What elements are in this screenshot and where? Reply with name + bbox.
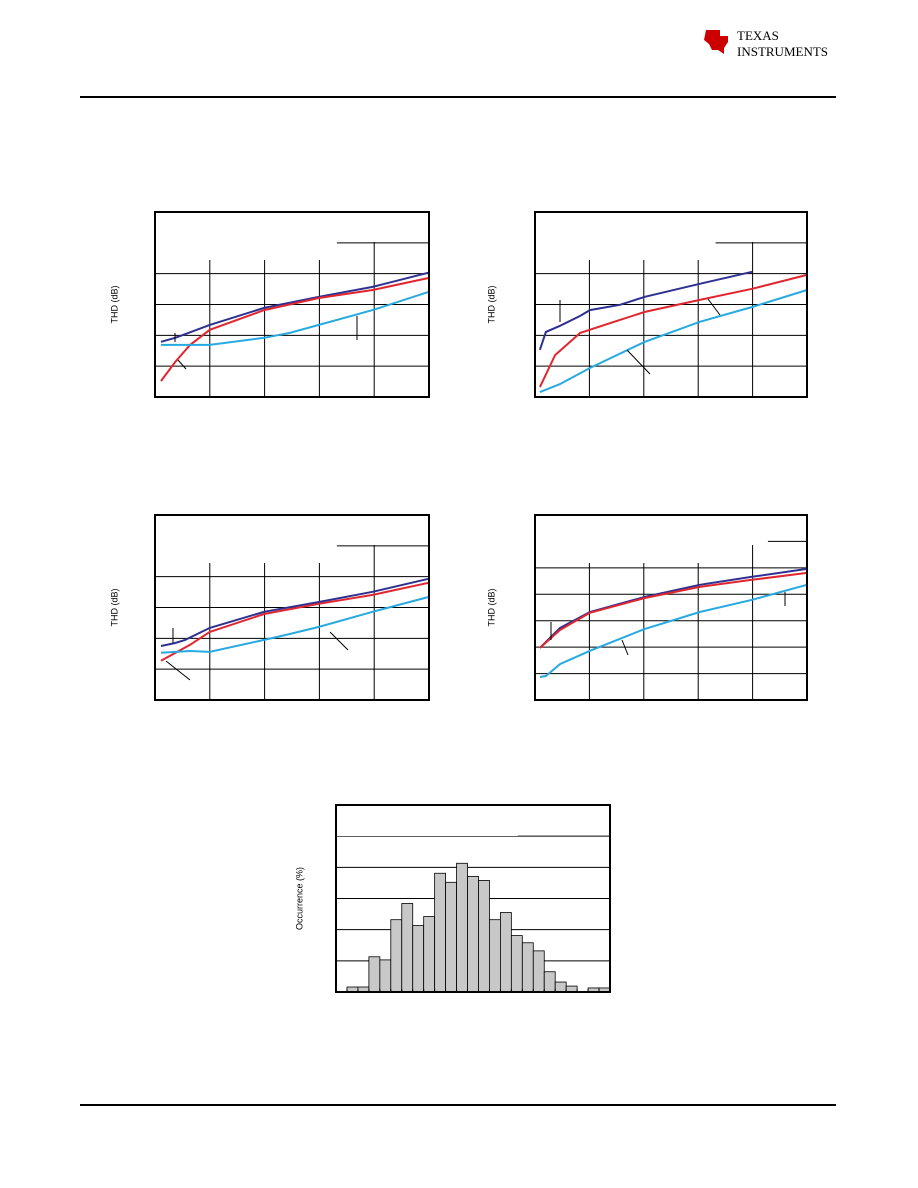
pointer bbox=[626, 349, 651, 375]
legend-area bbox=[536, 516, 716, 563]
legend-area bbox=[156, 213, 337, 260]
legend-area bbox=[335, 213, 390, 242]
series-line bbox=[160, 596, 429, 654]
plot-frame bbox=[335, 804, 611, 993]
y-axis-label: Occurrence (%) bbox=[294, 867, 304, 930]
legend-area bbox=[337, 806, 518, 836]
series-line bbox=[538, 273, 808, 388]
series-line bbox=[160, 577, 429, 647]
bar bbox=[390, 919, 403, 993]
bar bbox=[412, 925, 425, 993]
bar bbox=[368, 956, 381, 993]
y-axis-label: THD (dB) bbox=[486, 588, 496, 626]
bar bbox=[543, 971, 556, 993]
logo-text: INSTRUMENTS bbox=[737, 44, 828, 59]
series-line bbox=[539, 571, 808, 649]
pointer bbox=[177, 359, 187, 370]
bar bbox=[434, 872, 447, 993]
legend-area bbox=[516, 806, 571, 835]
legend-area bbox=[536, 213, 716, 260]
legend-area bbox=[335, 516, 390, 545]
y-axis-label: THD (dB) bbox=[109, 588, 119, 626]
series-line bbox=[539, 567, 808, 649]
bar bbox=[554, 981, 567, 993]
legend-area bbox=[714, 213, 768, 242]
plot-frame bbox=[534, 211, 808, 398]
series-line bbox=[161, 290, 429, 346]
pointer bbox=[707, 298, 721, 316]
bar bbox=[521, 942, 534, 993]
bar bbox=[456, 862, 468, 993]
bar bbox=[489, 919, 501, 993]
ti-logo: TEXAS INSTRUMENTS bbox=[704, 28, 828, 59]
logo-mark bbox=[704, 30, 728, 54]
series-line bbox=[539, 289, 808, 394]
bar bbox=[467, 875, 479, 993]
pointer bbox=[165, 660, 191, 681]
bar bbox=[510, 935, 523, 993]
series-line bbox=[539, 583, 808, 678]
legend-area bbox=[156, 516, 337, 563]
pointer bbox=[621, 639, 629, 656]
plot-frame bbox=[534, 514, 808, 701]
bar bbox=[532, 950, 545, 993]
y-axis-label: THD (dB) bbox=[486, 285, 496, 323]
bar bbox=[445, 881, 457, 993]
bar bbox=[423, 916, 436, 993]
pointer bbox=[329, 631, 349, 651]
series-line bbox=[538, 270, 753, 351]
bar bbox=[478, 880, 490, 993]
plot-frame bbox=[154, 514, 430, 701]
series-line bbox=[160, 277, 429, 382]
bar bbox=[401, 903, 414, 993]
bar bbox=[499, 912, 512, 993]
bar bbox=[379, 959, 392, 993]
series-line bbox=[160, 581, 429, 662]
legend-area bbox=[714, 516, 768, 545]
logo-text: TEXAS bbox=[737, 28, 779, 43]
y-axis-label: THD (dB) bbox=[109, 285, 119, 323]
plot-frame bbox=[154, 211, 430, 398]
